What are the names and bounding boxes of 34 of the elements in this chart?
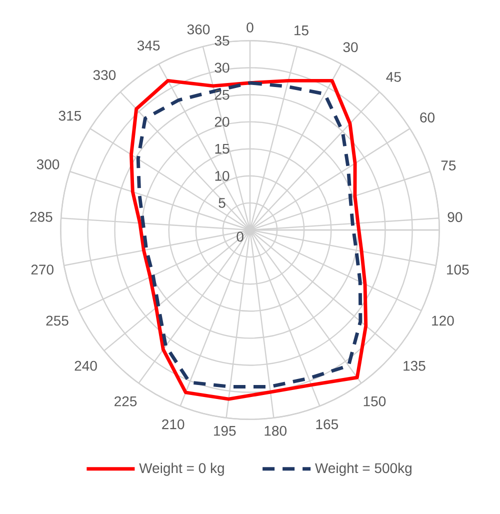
spoke-label: 285	[30, 212, 52, 222]
spoke-label: 225	[114, 396, 137, 406]
spoke-label: 210	[162, 419, 184, 430]
legend-label: Weight = 500kg	[315, 462, 412, 476]
spoke-label: 255	[46, 316, 68, 326]
spoke-label: 330	[93, 70, 116, 80]
spoke-label: 135	[404, 360, 426, 371]
spoke-label: 180	[264, 426, 286, 436]
y-tick-label: 35	[214, 36, 230, 46]
legend-label: Weight = 0 kg	[139, 462, 224, 476]
y-tick-label: 5	[218, 198, 226, 208]
y-tick-label: 15	[215, 144, 230, 154]
spoke-label: 195	[214, 426, 236, 436]
spoke-label: 60	[420, 112, 435, 122]
spoke-label: 90	[448, 212, 462, 222]
spoke-label: 270	[31, 264, 54, 275]
spoke-label: 0	[246, 22, 254, 32]
y-tick-label: 20	[214, 116, 230, 127]
spoke-label: 120	[432, 316, 454, 326]
spoke-label: 105	[447, 264, 469, 275]
spoke-label: 75	[441, 160, 456, 170]
spoke-label: 30	[343, 42, 358, 52]
spoke-label: 315	[58, 110, 82, 121]
y-tick-label: 30	[214, 62, 230, 73]
spoke-label: 360	[187, 24, 210, 34]
spoke-label: 345	[137, 40, 160, 50]
y-tick-label: 25	[214, 90, 230, 100]
spoke-label: 240	[74, 360, 97, 371]
spoke-label: 150	[364, 396, 386, 406]
spoke-label: 165	[316, 419, 338, 430]
y-tick-label: 10	[215, 170, 230, 181]
spoke-label: 15	[294, 26, 308, 36]
spoke-label: 300	[36, 159, 60, 170]
spoke-label: 45	[386, 72, 401, 82]
